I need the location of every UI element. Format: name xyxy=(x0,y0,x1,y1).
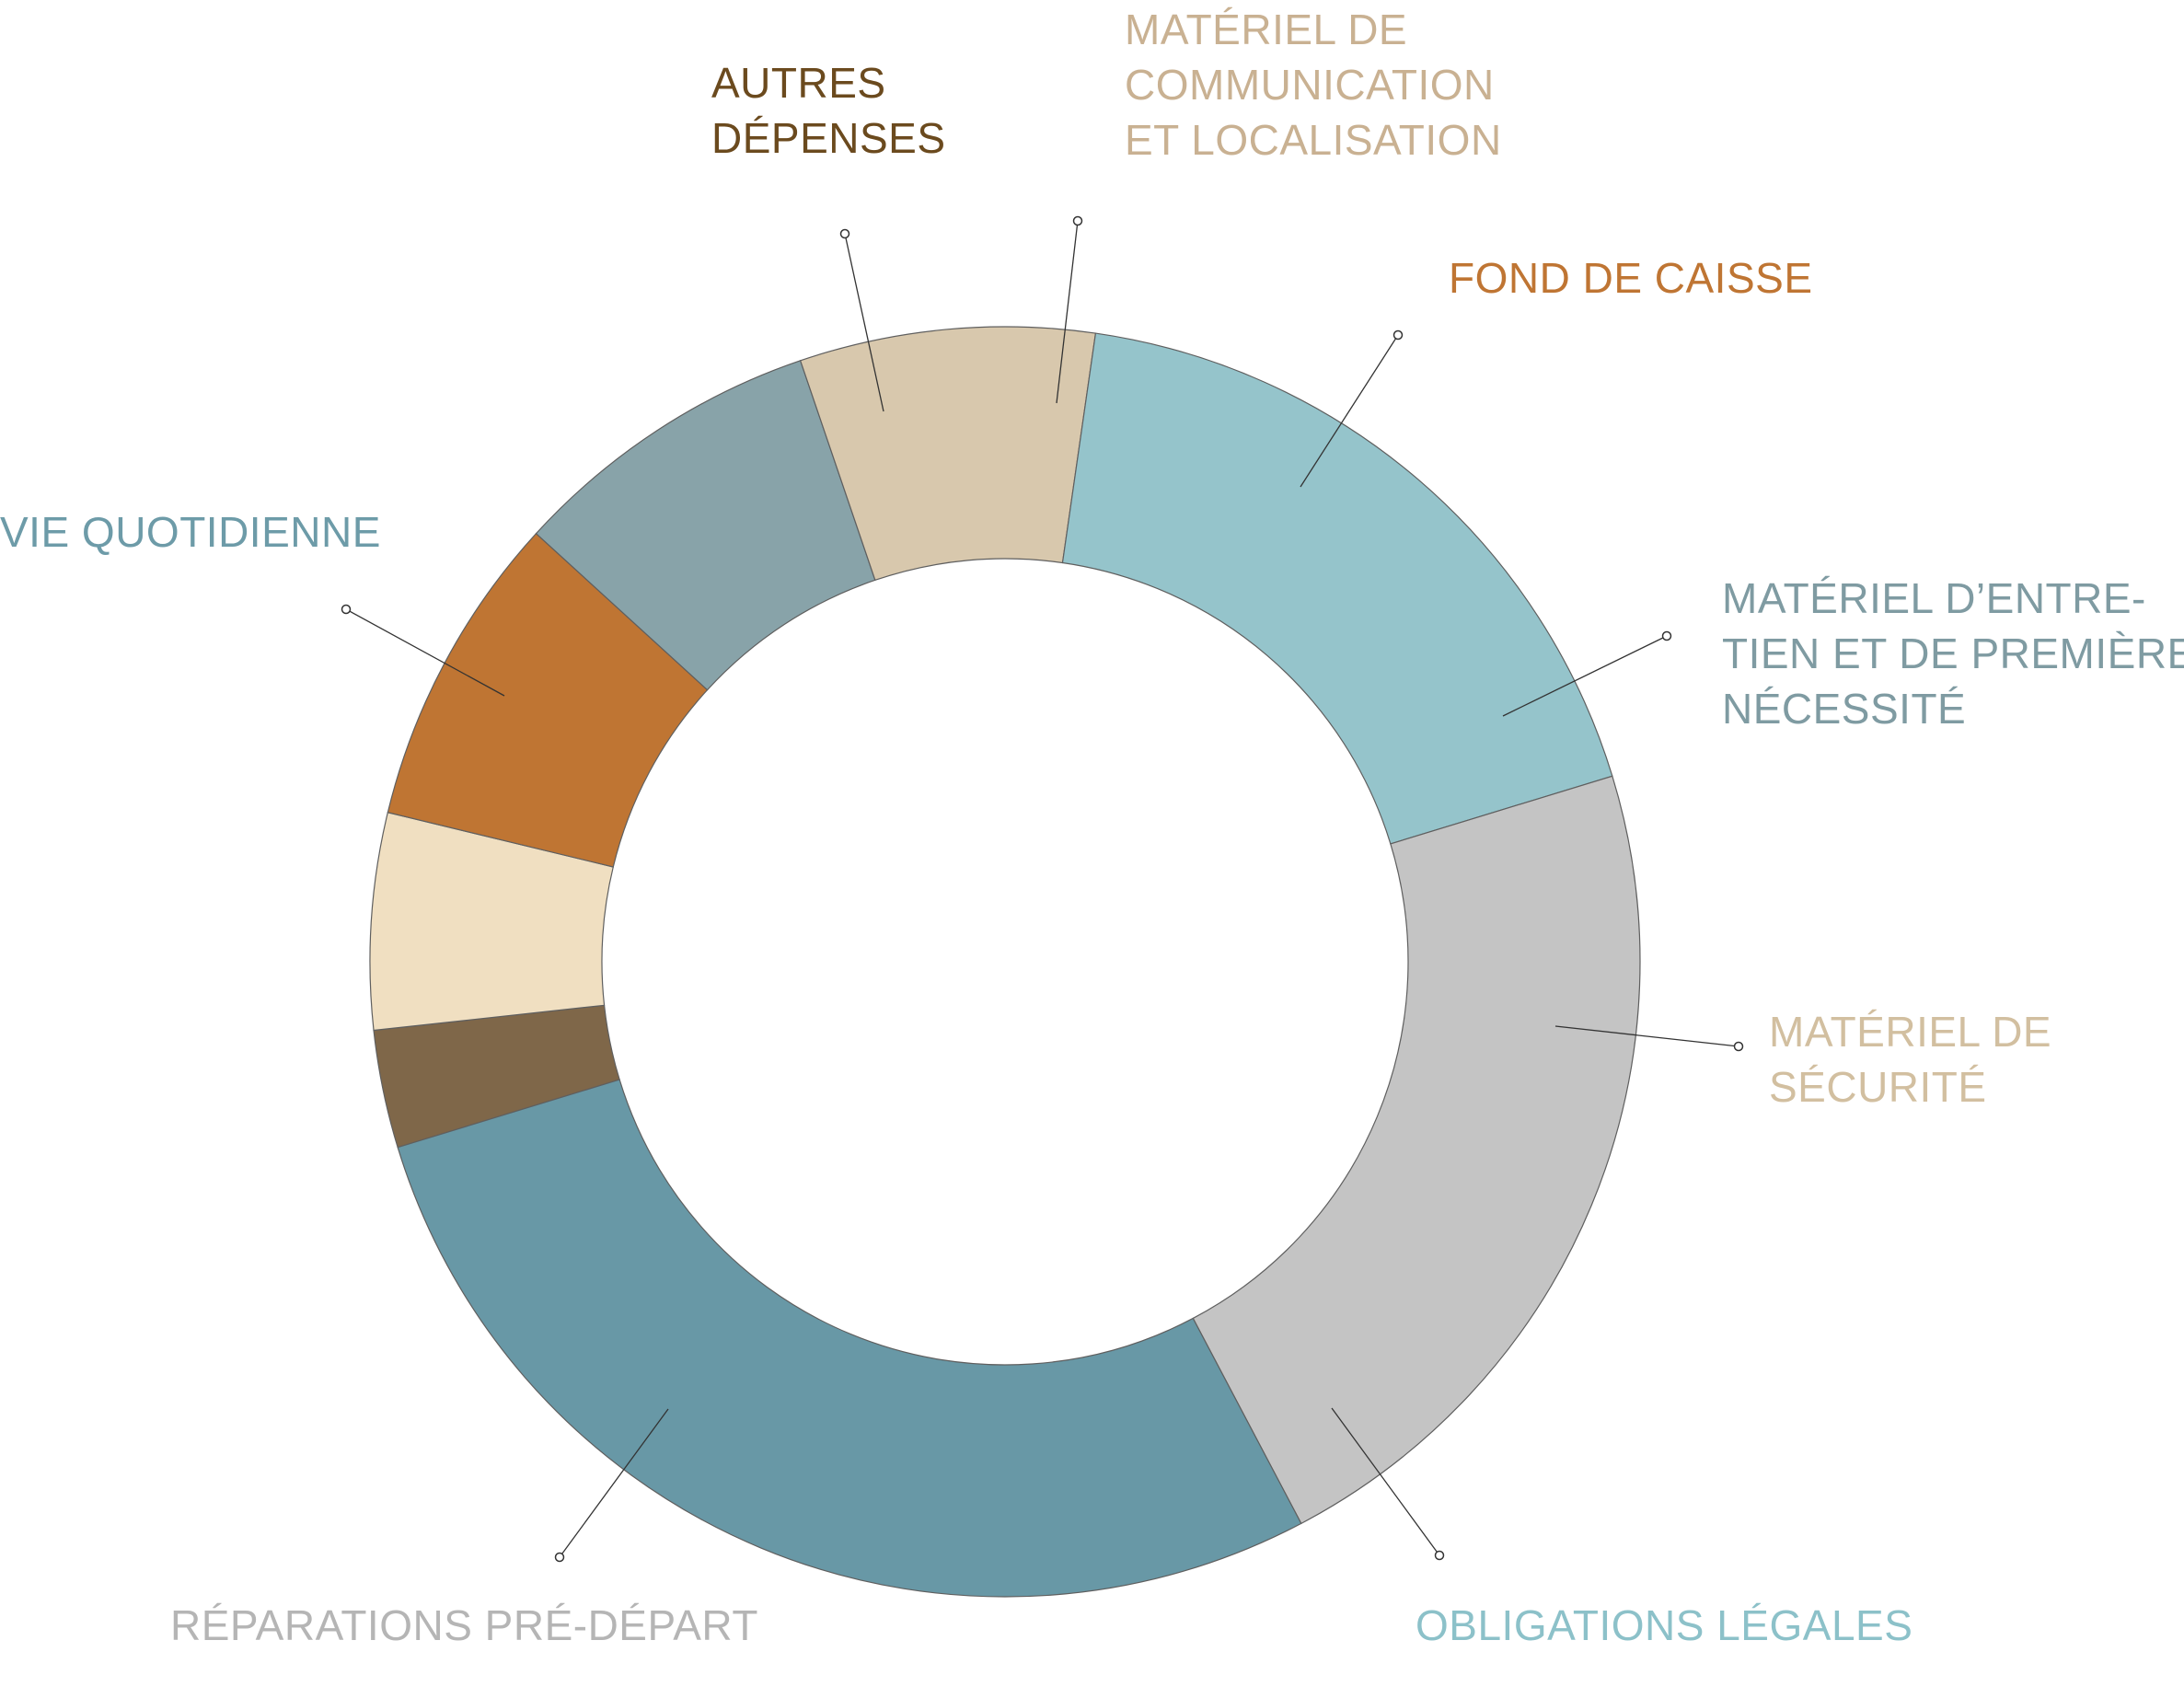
leader-dot-entretien xyxy=(1661,630,1672,641)
slice-label-line: MATÉRIEL D’ENTRE- xyxy=(1722,574,2146,622)
slice-label-line: SÉCURITÉ xyxy=(1769,1063,1987,1111)
leader-dot-obligations xyxy=(1434,1550,1445,1561)
slice-label-line: MATÉRIEL DE xyxy=(1125,6,1408,53)
leader-line-reparations xyxy=(559,1408,669,1558)
slice-label-line: FOND DE CAISSE xyxy=(1449,254,1813,302)
slice-label-line: NÉCESSITÉ xyxy=(1722,685,1967,733)
leader-dot-autres xyxy=(839,228,850,239)
leader-line-entretien xyxy=(1502,635,1668,717)
leader-line-obligations xyxy=(1331,1407,1440,1556)
slice-label-line: MATÉRIEL DE xyxy=(1769,1008,2052,1056)
leader-line-securite xyxy=(1554,1025,1739,1047)
slice-label-line: OBLIGATIONS LÉGALES xyxy=(1416,1601,1913,1649)
slice-obligations xyxy=(1061,332,1613,845)
leader-dot-communication xyxy=(1072,215,1083,226)
slice-label-line: VIE QUOTIDIENNE xyxy=(0,508,381,556)
slice-label-line: DÉPENSES xyxy=(711,114,946,162)
slice-label-communication: MATÉRIEL DE COMMUNICATION ET LOCALISATION xyxy=(1125,2,1502,167)
slice-label-vie: VIE QUOTIDIENNE xyxy=(0,504,381,560)
slice-label-line: RÉPARATIONS PRÉ-DÉPART xyxy=(170,1601,758,1649)
slice-label-line: TIEN ET DE PREMIÈRE xyxy=(1722,630,2184,677)
slice-label-line: COMMUNICATION xyxy=(1125,61,1495,109)
slice-label-obligations: OBLIGATIONS LÉGALES xyxy=(1416,1598,1912,1653)
leader-line-autres xyxy=(844,233,884,412)
slice-label-line: AUTRES xyxy=(711,59,886,107)
slice-label-reparations: RÉPARATIONS PRÉ-DÉPART xyxy=(170,1598,758,1653)
leader-dot-securite xyxy=(1733,1041,1744,1052)
slice-label-entretien: MATÉRIEL D’ENTRE- TIEN ET DE PREMIÈRE NÉCE… xyxy=(1722,571,2184,736)
leader-line-communication xyxy=(1056,220,1079,404)
leader-line-caisse xyxy=(1300,334,1399,488)
leader-dot-reparations xyxy=(554,1552,565,1563)
slice-label-line: ET LOCALISATION xyxy=(1125,116,1502,164)
leader-line-vie xyxy=(345,608,505,697)
slice-label-caisse: FOND DE CAISSE xyxy=(1449,250,1813,306)
slice-label-autres: AUTRES DÉPENSES xyxy=(711,55,946,166)
leader-dot-vie xyxy=(341,604,352,615)
slice-label-securite: MATÉRIEL DE SÉCURITÉ xyxy=(1769,1004,2051,1115)
leader-dot-caisse xyxy=(1392,329,1404,341)
slice-reparations xyxy=(1192,775,1641,1525)
slice-vie xyxy=(397,1079,1302,1598)
